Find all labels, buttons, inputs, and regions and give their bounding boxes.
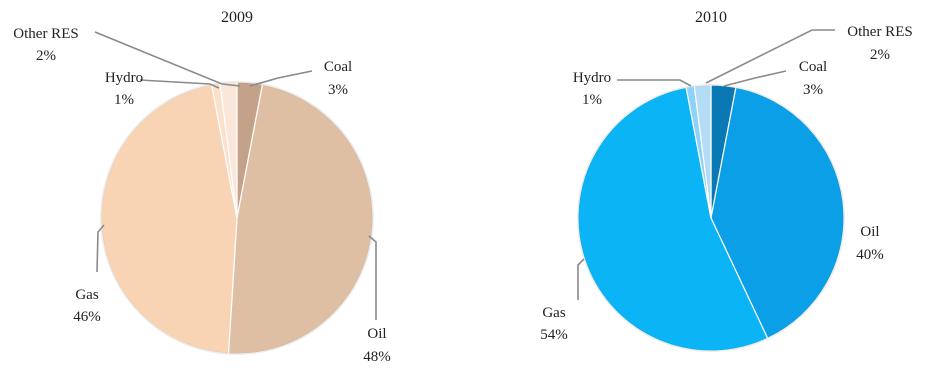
pie-outline-2010 [577,84,845,352]
leader-line-coal-2010 [723,70,787,87]
slice-value-gas-2009: 46% [73,309,101,325]
slice-label-hydro-2010: Hydro [573,70,611,86]
leader-line-other-res-2009 [94,31,241,87]
pie-outline-2009 [100,81,374,355]
slice-label-coal-2009: Coal [324,59,352,75]
chart-2009: 2009 Other RES 2% Hydro 1% Coal 3% Oil 4… [13,9,390,365]
pie-slice-gas-2010 [577,86,769,352]
leader-line-other-res-2010 [705,29,835,84]
slice-value-coal-2010: 3% [803,82,823,98]
pie-slice-oil-2010 [710,86,845,340]
slice-value-oil-2010: 40% [856,247,884,263]
leader-line-oil-2009 [368,235,377,320]
leader-line-hydro-2009 [139,79,220,89]
leader-lines-2010 [577,29,835,300]
slice-label-hydro-2009: Hydro [105,70,143,86]
slice-label-other-res-2009: Other RES [13,26,78,42]
chart-title-2009: 2009 [221,9,253,26]
pie-slices-2010 [577,84,845,352]
slice-value-hydro-2010: 1% [582,92,602,108]
leader-line-gas-2010 [577,258,585,300]
slice-value-coal-2009: 3% [328,82,348,98]
leader-line-coal-2009 [249,70,313,87]
slice-value-other-res-2010: 2% [870,47,890,63]
slice-value-hydro-2009: 1% [114,92,134,108]
slice-label-coal-2010: Coal [799,59,827,75]
pie-slices-2009 [100,81,374,355]
slice-labels-2010: Other RES 2% Hydro 1% Coal 3% Oil 40% Ga… [540,24,912,343]
slice-value-oil-2009: 48% [363,349,391,365]
slice-label-oil-2010: Oil [860,224,879,240]
pie-slice-other-res-2010 [693,84,712,219]
slice-label-gas-2009: Gas [75,287,98,303]
slice-label-gas-2010: Gas [542,305,565,321]
slice-value-gas-2010: 54% [540,327,568,343]
slice-label-other-res-2010: Other RES [847,24,912,40]
chart-title-2010: 2010 [695,9,727,26]
slice-labels-2009: Other RES 2% Hydro 1% Coal 3% Oil 48% Ga… [13,26,390,365]
leader-line-gas-2009 [96,224,105,273]
pie-slice-gas-2009 [100,83,238,355]
slice-value-other-res-2009: 2% [36,48,56,64]
chart-2010: 2010 Other RES 2% Hydro 1% Coal 3% Oil 4… [540,9,913,352]
leader-lines-2009 [94,31,377,320]
slice-label-oil-2009: Oil [367,326,386,342]
pie-slice-oil-2009 [227,83,374,355]
leader-line-hydro-2010 [617,79,692,87]
